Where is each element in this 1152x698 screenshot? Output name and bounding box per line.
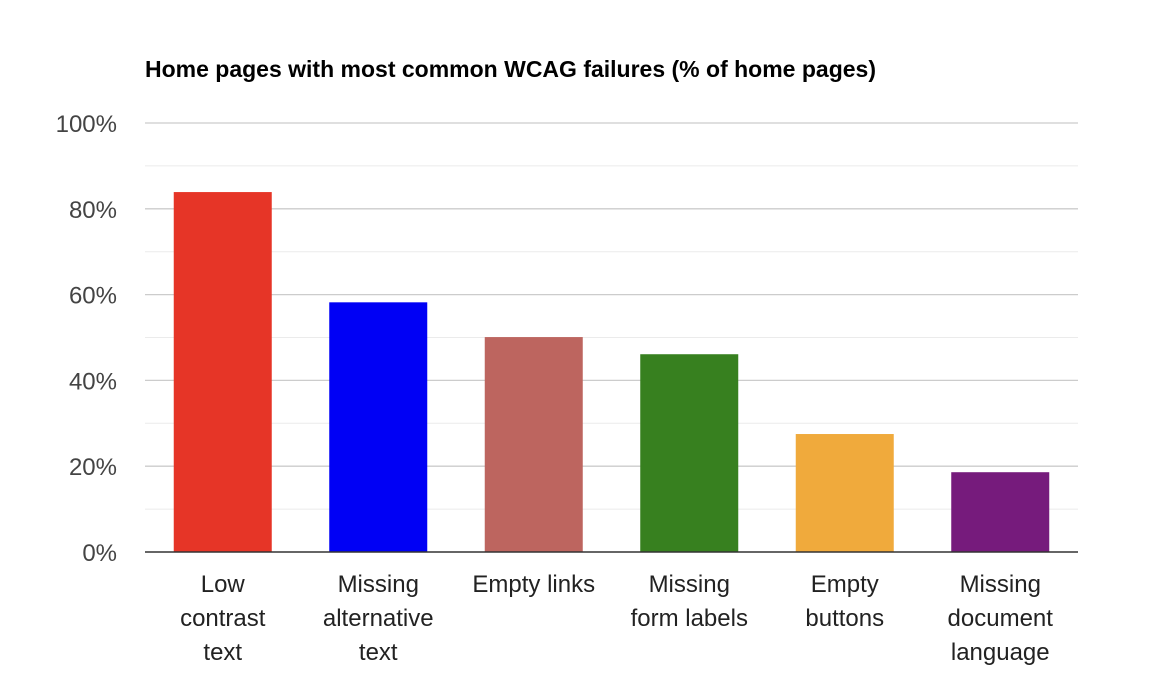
y-tick-label: 60%	[69, 283, 117, 310]
bar	[640, 354, 739, 552]
bars	[173, 192, 1050, 552]
bar	[484, 337, 583, 552]
bar	[329, 302, 428, 552]
y-tick-label: 40%	[69, 368, 117, 395]
y-tick-label: 100%	[56, 111, 117, 138]
bar	[951, 472, 1050, 552]
bar	[173, 192, 272, 552]
y-tick-label: 80%	[69, 197, 117, 224]
x-tick-label: Missing form labels	[631, 571, 748, 632]
bar	[795, 434, 894, 552]
x-tick-label: Empty links	[472, 571, 595, 598]
y-axis-tick-labels: 0% 20% 40% 60% 80% 100%	[56, 111, 117, 567]
x-tick-label: Missing document language	[948, 571, 1054, 666]
x-tick-label: Low contrast text	[180, 571, 266, 666]
chart-title: Home pages with most common WCAG failure…	[145, 56, 876, 82]
x-tick-label: Empty buttons	[805, 571, 884, 632]
x-axis-category-labels: Low contrast text Missing alternative text Emp…	[180, 571, 1053, 666]
y-tick-label: 0%	[82, 540, 117, 567]
y-tick-label: 20%	[69, 454, 117, 481]
x-tick-label: Missing alternative text	[323, 571, 434, 666]
gridlines	[145, 122, 1078, 510]
